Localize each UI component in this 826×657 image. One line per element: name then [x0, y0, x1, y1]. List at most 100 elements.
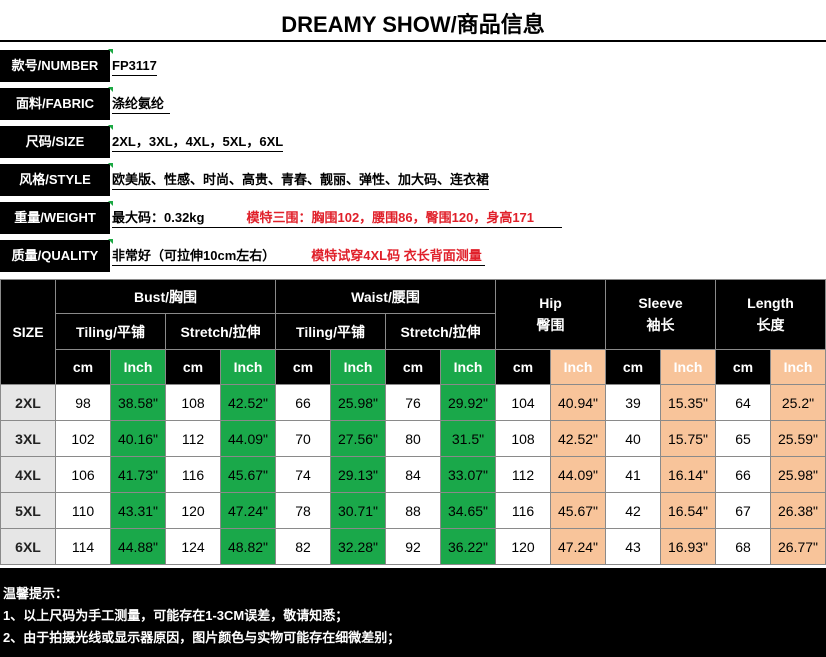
weight-value: 最大码：0.32kg 模特三围：胸围102，腰围86，臀围120，身高171 — [112, 202, 563, 234]
unit-cm: cm — [165, 349, 221, 385]
size-header: SIZE — [0, 279, 56, 385]
unit-inch: Inch — [770, 349, 826, 385]
table-cell: 84 — [385, 456, 441, 493]
table-cell: 39 — [605, 384, 661, 421]
table-cell: 48.82" — [220, 528, 276, 565]
table-cell: 41 — [605, 456, 661, 493]
fabric-label: 面料/FABRIC — [0, 87, 113, 120]
notes-heading: 温馨提示： — [3, 586, 69, 601]
table-cell: 92 — [385, 528, 441, 565]
table-cell: 65 — [715, 420, 771, 457]
table-cell: 124 — [165, 528, 221, 565]
table-cell: 30.71" — [330, 492, 386, 529]
table-row: 5XL 110 43.31" 120 47.24" 78 30.71" 88 34.65" 116… — [0, 492, 826, 529]
weight-note: 模特三围：胸围102，腰围86，臀围120，身高171 — [246, 210, 535, 225]
table-cell: 45.67" — [550, 492, 606, 529]
table-cell: 120 — [165, 492, 221, 529]
table-cell: 108 — [495, 420, 551, 457]
table-cell: 25.98" — [770, 456, 826, 493]
bust-tiling-header: Tiling/平铺 — [55, 313, 166, 350]
table-cell: 40.94" — [550, 384, 606, 421]
weight-label: 重量/WEIGHT — [0, 201, 113, 234]
row-size-label: 2XL — [0, 384, 56, 421]
table-cell: 110 — [55, 492, 111, 529]
table-cell: 80 — [385, 420, 441, 457]
table-cell: 33.07" — [440, 456, 496, 493]
table-cell: 102 — [55, 420, 111, 457]
unit-inch: Inch — [660, 349, 716, 385]
notes-box: 温馨提示： 1、以上尺码为手工测量，可能存在1-3CM误差，敬请知悉； 2、由于… — [0, 568, 826, 657]
table-cell: 47.24" — [550, 528, 606, 565]
table-cell: 112 — [165, 420, 221, 457]
table-cell: 16.14" — [660, 456, 716, 493]
table-cell: 26.77" — [770, 528, 826, 565]
unit-inch: Inch — [110, 349, 166, 385]
table-cell: 47.24" — [220, 492, 276, 529]
table-cell: 40 — [605, 420, 661, 457]
info-row-number: 款号/NUMBER FP3117 — [0, 49, 826, 82]
table-cell: 16.54" — [660, 492, 716, 529]
table-cell: 67 — [715, 492, 771, 529]
unit-inch: Inch — [550, 349, 606, 385]
bust-stretch-header: Stretch/拉伸 — [165, 313, 276, 350]
table-cell: 16.93" — [660, 528, 716, 565]
table-cell: 44.88" — [110, 528, 166, 565]
table-cell: 32.28" — [330, 528, 386, 565]
table-cell: 116 — [495, 492, 551, 529]
notes-line-1: 1、以上尺码为手工测量，可能存在1-3CM误差，敬请知悉； — [3, 608, 349, 623]
table-cell: 40.16" — [110, 420, 166, 457]
info-row-size: 尺码/SIZE 2XL，3XL，4XL，5XL，6XL — [0, 125, 826, 158]
table-cell: 26.38" — [770, 492, 826, 529]
table-cell: 120 — [495, 528, 551, 565]
waist-tiling-header: Tiling/平铺 — [275, 313, 386, 350]
number-value: FP3117 — [112, 50, 157, 82]
unit-cm: cm — [385, 349, 441, 385]
table-cell: 66 — [715, 456, 771, 493]
table-cell: 44.09" — [220, 420, 276, 457]
style-label: 风格/STYLE — [0, 163, 113, 196]
length-header: Length 长度 — [715, 279, 826, 350]
info-row-fabric: 面料/FABRIC 涤纶氨纶 — [0, 87, 826, 120]
sleeve-header: Sleeve 袖长 — [605, 279, 716, 350]
row-size-label: 6XL — [0, 528, 56, 565]
table-cell: 25.98" — [330, 384, 386, 421]
table-cell: 64 — [715, 384, 771, 421]
quality-note: 模特试穿4XL码 衣长背面测量 — [311, 248, 482, 263]
unit-inch: Inch — [220, 349, 276, 385]
unit-cm: cm — [715, 349, 771, 385]
unit-cm: cm — [55, 349, 111, 385]
table-cell: 78 — [275, 492, 331, 529]
table-cell: 88 — [385, 492, 441, 529]
table-cell: 41.73" — [110, 456, 166, 493]
size-label: 尺码/SIZE — [0, 125, 113, 158]
table-cell: 104 — [495, 384, 551, 421]
table-cell: 76 — [385, 384, 441, 421]
page-title: DREAMY SHOW/商品信息 — [281, 12, 545, 37]
table-cell: 43.31" — [110, 492, 166, 529]
quality-value: 非常好（可拉伸10cm左右） 模特试穿4XL码 衣长背面测量 — [112, 240, 485, 272]
row-size-label: 5XL — [0, 492, 56, 529]
size-table: SIZE Bust/胸围 Waist/腰围 Hip 臀围 Sleeve 袖长 Len… — [0, 279, 826, 565]
bust-header: Bust/胸围 — [55, 279, 276, 314]
table-cell: 112 — [495, 456, 551, 493]
table-cell: 38.58" — [110, 384, 166, 421]
table-cell: 43 — [605, 528, 661, 565]
unit-inch: Inch — [330, 349, 386, 385]
unit-cm: cm — [275, 349, 331, 385]
table-cell: 42 — [605, 492, 661, 529]
table-cell: 15.75" — [660, 420, 716, 457]
row-size-label: 3XL — [0, 420, 56, 457]
table-cell: 106 — [55, 456, 111, 493]
row-size-label: 4XL — [0, 456, 56, 493]
table-cell: 108 — [165, 384, 221, 421]
table-cell: 98 — [55, 384, 111, 421]
fabric-value: 涤纶氨纶 — [112, 88, 171, 120]
info-row-weight: 重量/WEIGHT 最大码：0.32kg 模特三围：胸围102，腰围86，臀围12… — [0, 201, 826, 234]
unit-inch: Inch — [440, 349, 496, 385]
info-row-quality: 质量/QUALITY 非常好（可拉伸10cm左右） 模特试穿4XL码 衣长背面测量 — [0, 239, 826, 272]
table-cell: 45.67" — [220, 456, 276, 493]
waist-stretch-header: Stretch/拉伸 — [385, 313, 496, 350]
table-row: 2XL 98 38.58" 108 42.52" 66 25.98" 76 29.92" 104 4… — [0, 384, 826, 421]
table-cell: 66 — [275, 384, 331, 421]
title-divider — [0, 40, 826, 42]
